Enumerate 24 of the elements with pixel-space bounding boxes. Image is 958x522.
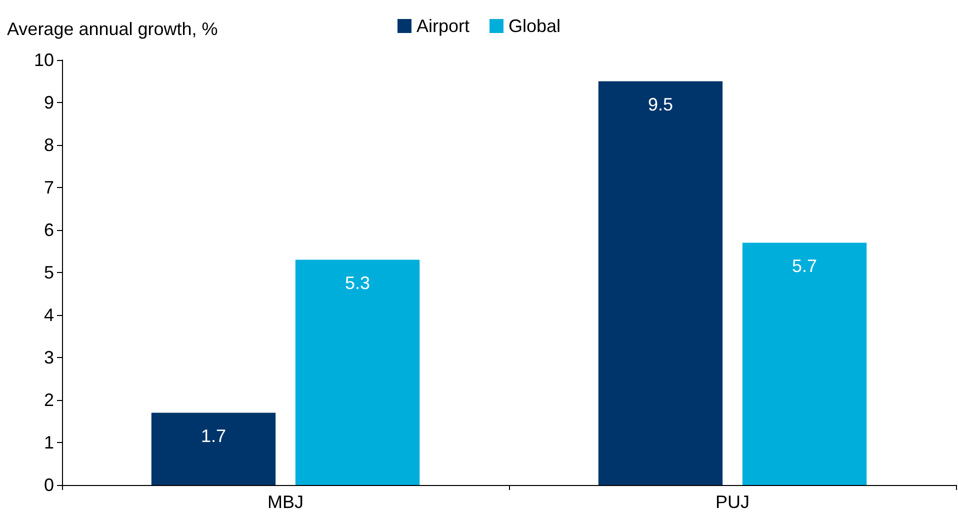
y-tick-label: 0 [44,475,54,495]
legend-label: Airport [416,16,470,36]
bar [742,242,867,485]
data-label: 9.5 [648,94,673,114]
bar [151,412,276,485]
data-label: 1.7 [200,426,226,446]
y-tick-label: 9 [44,92,54,112]
bar [598,81,723,485]
legend-label: Global [508,16,561,36]
x-tick-label: PUJ [715,492,750,512]
y-axis-title: Average annual growth, % [7,19,218,39]
y-tick-label: 2 [44,390,54,410]
y-tick-label: 6 [44,220,54,240]
bar [295,260,420,485]
y-tick-label: 1 [44,432,54,452]
y-tick-label: 5 [44,262,54,282]
y-tick-label: 10 [34,50,54,70]
data-label: 5.3 [345,272,370,293]
y-tick-label: 3 [44,348,54,368]
x-tick-label: MBJ [268,492,304,512]
y-tick-label: 7 [44,178,54,198]
y-tick-label: 8 [44,135,54,155]
data-label: 5.7 [792,256,818,276]
y-tick-label: 4 [44,305,54,325]
